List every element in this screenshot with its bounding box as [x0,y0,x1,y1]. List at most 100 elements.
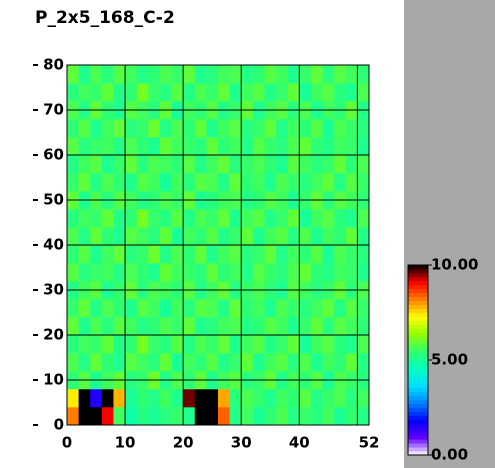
heat-cell [90,407,103,426]
heat-cell [299,83,312,102]
heat-cell [322,407,335,426]
heat-cell [136,227,149,246]
heat-cell [206,407,219,426]
heat-cell [241,245,254,264]
heat-cell [299,137,312,156]
heat-cell [136,173,149,192]
heat-cell [299,263,312,282]
heat-cell [322,335,335,354]
colorbar-step [408,375,428,381]
colorbar-step [408,363,428,369]
heat-cell [136,83,149,102]
heat-cell [113,245,126,264]
heat-cell [218,245,230,264]
heat-cell [322,119,335,138]
heat-cell [171,353,184,372]
heat-cell [67,155,79,174]
colorbar-step [408,451,428,456]
colorbar-step [408,447,428,452]
heat-cell [276,155,288,174]
heat-cell [322,155,335,174]
heat-cell [310,65,323,84]
colorbar-step [408,288,428,294]
heat-cell [322,227,335,246]
heat-cell [194,407,207,426]
heat-cell [241,119,254,138]
heat-cell [78,389,91,408]
heat-cell [90,299,103,318]
colorbar-step [408,439,428,444]
heat-cell [299,407,312,426]
x-tick-label: 52 [359,434,380,452]
heat-cell [148,317,161,336]
heat-cell [287,389,300,408]
heat-cell [67,137,79,156]
heat-cell [322,173,335,192]
heat-cell [241,407,254,426]
heat-cell [276,83,288,102]
heat-cell [125,119,137,138]
heat-cell [229,173,242,192]
colorbar-step [408,360,428,365]
heat-cell [252,335,265,354]
heat-cell [136,299,149,318]
heat-cell [345,407,358,426]
heat-cell [276,119,288,138]
heat-cell [159,173,172,192]
heat-cell [101,119,114,138]
heat-cell [101,317,114,336]
heat-cell [113,389,126,408]
heat-cell [183,173,196,192]
heat-cell [101,263,114,282]
plot-frame [66,64,370,426]
heat-cell [136,65,149,84]
heat-cell [310,407,323,426]
colorbar-step [408,312,428,317]
heat-cell [345,245,358,264]
heat-cell [90,83,103,102]
heat-cell [218,227,230,246]
heat-cell [252,119,265,138]
heat-cell [136,263,149,282]
heat-cell [101,407,114,426]
heat-cell [287,317,300,336]
heat-cell [194,263,207,282]
heat-cell [194,299,207,318]
heat-cell [171,299,184,318]
heat-cell [334,335,347,354]
heat-cell [78,299,91,318]
heat-cell [241,299,254,318]
heat-cell [194,245,207,264]
heat-cell [299,227,312,246]
colorbar-step [408,348,428,353]
x-tick-label: 10 [115,434,136,452]
heat-cell [136,137,149,156]
heat-cell [276,263,288,282]
heat-cell [113,263,126,282]
heat-cell [264,65,277,84]
y-tick-label: 30 [43,281,64,299]
heat-cell [125,227,137,246]
heat-cell [264,317,277,336]
heat-cell [101,299,114,318]
heat-cell [125,353,137,372]
heat-cell [357,299,370,318]
colorbar-tick-label: 5.00 [431,351,468,369]
heat-cell [125,209,137,228]
heat-cell [357,263,370,282]
heat-cell [194,137,207,156]
heat-cell [310,353,323,372]
colorbar-step [408,284,428,290]
heat-cell [101,353,114,372]
heat-cell [252,299,265,318]
heat-cell [113,83,126,102]
colorbar-step [408,391,428,397]
heat-cell [78,173,91,192]
heat-cell [78,317,91,336]
heat-cell [241,65,254,84]
heat-cell [264,83,277,102]
heat-cell [276,245,288,264]
heat-cell [357,245,370,264]
heat-cell [357,389,370,408]
heat-cell [218,65,230,84]
